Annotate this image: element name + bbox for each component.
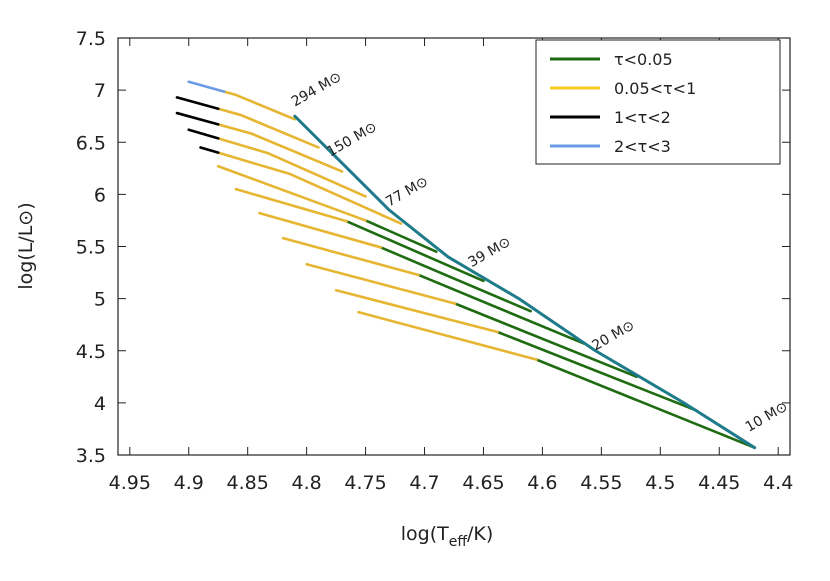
track-segment xyxy=(258,211,383,249)
track-segment xyxy=(199,146,220,154)
x-tick-label: 4.85 xyxy=(227,472,269,494)
track-segment xyxy=(379,246,532,313)
track-segment xyxy=(357,310,538,361)
track-segment xyxy=(222,90,297,121)
track-segment xyxy=(216,164,367,222)
x-tick-label: 4.8 xyxy=(292,472,322,494)
track-segment xyxy=(345,219,485,283)
x-tick-label: 4.6 xyxy=(527,472,557,494)
x-tick-label: 4.5 xyxy=(645,472,675,494)
x-tick-label: 4.65 xyxy=(462,472,504,494)
y-tick-label: 4 xyxy=(94,393,106,415)
track-segment xyxy=(281,236,420,277)
mass-label: 10 M⊙ xyxy=(743,399,791,436)
track-segment xyxy=(364,219,438,254)
track-segment xyxy=(535,358,756,450)
plot-frame xyxy=(117,37,791,456)
mass-label: 77 M⊙ xyxy=(383,173,431,210)
track-segment xyxy=(234,187,349,223)
y-axis-label: log(L/L⊙) xyxy=(15,202,37,289)
x-tick-label: 4.7 xyxy=(409,472,439,494)
y-tick-label: 7 xyxy=(94,80,106,102)
x-axis-label: log(Teff/K) xyxy=(401,523,494,550)
x-tick-label: 4.55 xyxy=(580,472,622,494)
track-segment xyxy=(175,111,220,126)
track-segment xyxy=(216,151,403,225)
x-tick-label: 4.4 xyxy=(763,472,793,494)
track-segment xyxy=(187,80,226,93)
mass-label: 20 M⊙ xyxy=(589,317,637,354)
x-tick-label: 4.9 xyxy=(174,472,204,494)
x-tick-label: 4.75 xyxy=(344,472,386,494)
track-segment xyxy=(334,288,499,334)
y-tick-label: 5 xyxy=(94,289,106,311)
track-segment xyxy=(216,123,344,173)
track-segment xyxy=(175,96,220,111)
x-label-pre: log(T xyxy=(401,523,449,545)
y-tick-label: 3.5 xyxy=(76,445,106,467)
mass-label: 294 M⊙ xyxy=(289,69,345,110)
x-tick-label: 4.95 xyxy=(109,472,151,494)
y-tick-label: 7.5 xyxy=(76,28,106,50)
track-segment xyxy=(417,273,585,345)
track-segment xyxy=(453,302,639,379)
track-segment xyxy=(216,137,367,198)
legend-label: 0.05<τ<1 xyxy=(614,79,696,98)
track-segment xyxy=(216,107,320,149)
zams-line xyxy=(293,114,757,450)
legend-label: τ<0.05 xyxy=(614,50,673,69)
mass-label: 150 M⊙ xyxy=(324,119,380,160)
x-label-post: /K) xyxy=(467,523,493,545)
y-tick-label: 6 xyxy=(94,184,106,206)
track-segment xyxy=(496,330,697,412)
mass-label: 39 M⊙ xyxy=(466,234,514,271)
y-tick-label: 6.5 xyxy=(76,132,106,154)
x-label-sub: eff xyxy=(449,534,468,550)
track-segment xyxy=(187,128,220,140)
track-segment xyxy=(305,262,457,305)
x-tick-label: 4.45 xyxy=(698,472,740,494)
legend-label: 2<τ<3 xyxy=(614,137,671,156)
legend-label: 1<τ<2 xyxy=(614,108,671,127)
y-tick-label: 5.5 xyxy=(76,237,106,259)
y-tick-label: 4.5 xyxy=(76,341,106,363)
legend-box xyxy=(535,39,781,165)
